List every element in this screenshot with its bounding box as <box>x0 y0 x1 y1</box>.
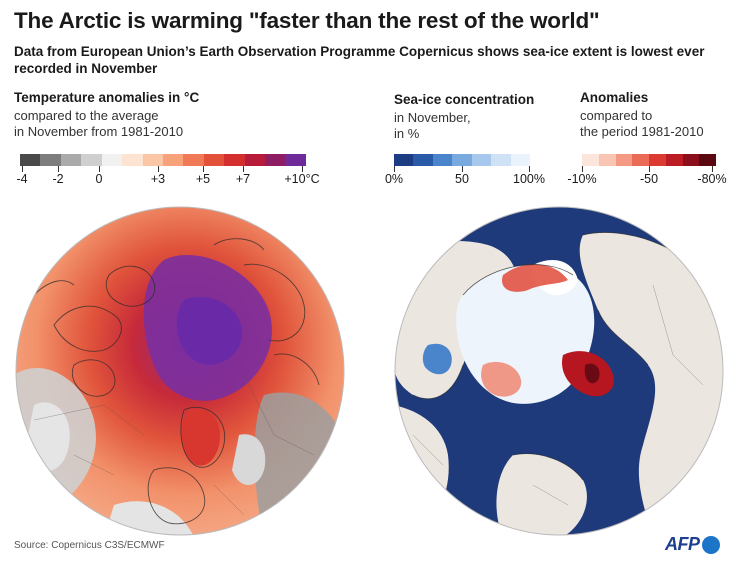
temperature-scale-tick-label: +3 <box>150 172 166 186</box>
ice-legend-title: Sea-ice concentration <box>394 92 535 107</box>
ice-scale-swatch <box>471 154 492 166</box>
temperature-scale-tick-mark <box>99 166 100 172</box>
temperature-scale-swatch <box>122 154 143 166</box>
temperature-legend-title: Temperature anomalies in °C <box>14 90 200 105</box>
warm-anomaly-peak <box>176 296 243 365</box>
neutral-anomaly-patch <box>232 434 266 485</box>
temperature-scale-swatch <box>162 154 184 166</box>
afp-logo: AFP <box>665 534 720 555</box>
land-europe <box>496 453 587 535</box>
temperature-legend-subtitle-1: compared to the average <box>14 108 159 123</box>
ice-scale-tick-mark <box>529 166 530 172</box>
ice-scale-tick-label: 100% <box>513 172 545 186</box>
temperature-anomaly-globe <box>15 206 345 536</box>
anomaly-scale-swatch <box>598 154 616 166</box>
anomaly-scale-swatch <box>649 154 666 166</box>
temperature-scale-tick-mark <box>203 166 204 172</box>
ice-anomaly-pacific <box>502 264 568 292</box>
temperature-scale-tick-label: 0 <box>95 172 103 186</box>
temperature-scale-tick-mark <box>22 166 23 172</box>
temperature-scale-swatch <box>60 154 82 166</box>
ice-scale-tick-mark <box>462 166 463 172</box>
temperature-scale-swatch <box>81 154 102 166</box>
afp-logo-text: AFP <box>665 534 700 554</box>
ice-scale-swatch <box>432 154 453 166</box>
globe-outline <box>394 206 724 536</box>
page-subtitle: Data from European Union’s Earth Observa… <box>14 44 705 76</box>
anomaly-scale-tick-mark <box>582 166 583 172</box>
temperature-scale-swatch <box>224 154 245 166</box>
borders <box>412 284 704 506</box>
land-eurasia <box>579 232 723 535</box>
borders <box>33 374 315 516</box>
temperature-legend-subtitle-2: in November from 1981-2010 <box>14 124 184 139</box>
anomaly-scale-tick-label: -80% <box>697 172 727 186</box>
temperature-scale-swatch <box>183 154 204 166</box>
temperature-scale-swatch <box>101 154 123 166</box>
hudson-bay-ice <box>422 343 452 375</box>
ice-anomaly-atlantic <box>481 361 522 397</box>
afp-logo-dot <box>701 535 720 554</box>
temperature-color-scale <box>20 154 306 166</box>
temperature-scale-swatch <box>244 154 266 166</box>
temperature-scale-swatch <box>203 154 225 166</box>
ice-scale-swatch <box>452 154 472 166</box>
temperature-scale-tick-label: -2 <box>52 172 64 186</box>
source-credit: Source: Copernicus C3S/ECMWF <box>14 540 165 551</box>
anomaly-scale-swatch <box>665 154 683 166</box>
ice-scale-swatch <box>394 154 414 166</box>
ice-legend-subtitle-2: in % <box>394 126 420 141</box>
anomaly-scale-swatch <box>699 154 716 166</box>
anomaly-scale-swatch <box>582 154 599 166</box>
anomaly-scale-tick-label: -10% <box>567 172 597 186</box>
sea-ice-globe <box>394 206 724 536</box>
ice-color-scale <box>394 154 530 166</box>
temperature-scale-swatch <box>40 154 61 166</box>
temperature-scale-tick-label: +5 <box>195 172 211 186</box>
ice-scale-tick-label: 0% <box>384 172 404 186</box>
anomaly-scale-tick-label: -50 <box>639 172 659 186</box>
anomaly-scale-tick-mark <box>712 166 713 172</box>
anomaly-legend-title: Anomalies <box>580 90 649 105</box>
temperature-scale-swatch <box>285 154 306 166</box>
temperature-scale-tick-label: +10°C <box>284 172 320 186</box>
anomaly-legend-subtitle-1: compared to <box>580 108 653 123</box>
temperature-scale-swatch <box>20 154 41 166</box>
ice-scale-swatch <box>510 154 530 166</box>
temperature-scale-swatch <box>142 154 163 166</box>
coastlines <box>33 238 320 525</box>
temperature-scale-tick-mark <box>243 166 244 172</box>
temperature-scale-tick-mark <box>158 166 159 172</box>
anomaly-scale-tick-mark <box>649 166 650 172</box>
temperature-scale-tick-label: -4 <box>16 172 28 186</box>
temperature-scale-tick-mark <box>302 166 303 172</box>
anomaly-scale-swatch <box>682 154 700 166</box>
temperature-scale-tick-mark <box>58 166 59 172</box>
temperature-scale-tick-label: +7 <box>235 172 251 186</box>
anomaly-color-scale <box>582 154 716 166</box>
scandinavia-warm-patch <box>181 409 220 466</box>
page-title: The Arctic is warming "faster than the r… <box>14 8 600 33</box>
ice-scale-swatch <box>413 154 433 166</box>
anomaly-scale-swatch <box>632 154 649 166</box>
anomaly-legend-subtitle-2: the period 1981-2010 <box>580 124 704 139</box>
ice-legend-subtitle-1: in November, <box>394 110 471 125</box>
ice-scale-swatch <box>491 154 511 166</box>
temperature-scale-swatch <box>265 154 286 166</box>
ice-scale-tick-label: 50 <box>455 172 469 186</box>
anomaly-scale-swatch <box>615 154 633 166</box>
globe-outline <box>15 206 345 536</box>
ice-anomaly-peak <box>584 363 600 384</box>
ice-scale-tick-mark <box>394 166 395 172</box>
